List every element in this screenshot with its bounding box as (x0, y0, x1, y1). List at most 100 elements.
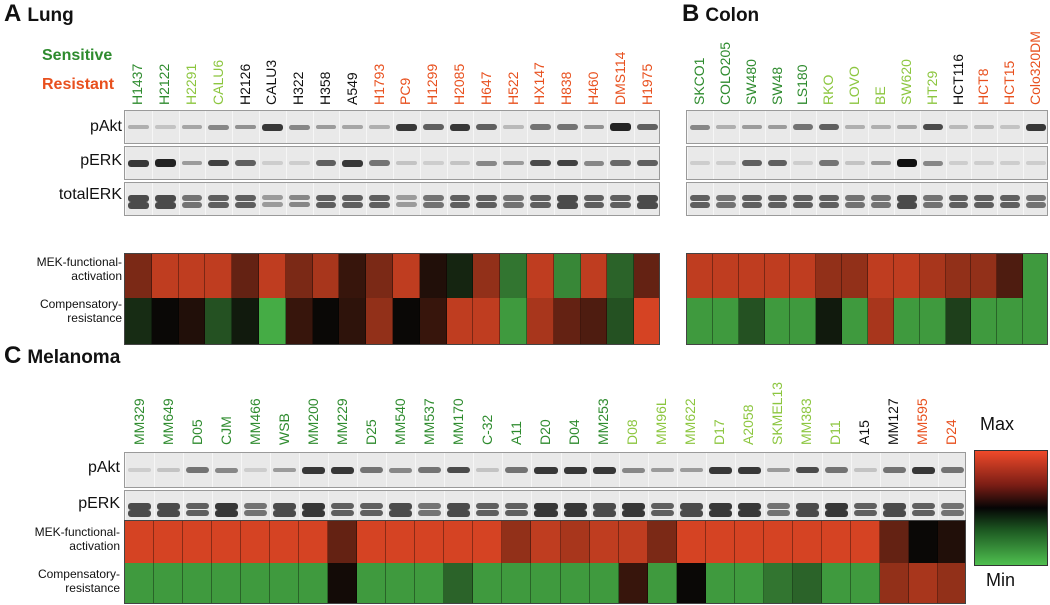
cell-line-label: MM466 (246, 398, 263, 445)
heatmap-cell (821, 521, 851, 563)
heatmap-cell (850, 563, 880, 603)
cell-line-label: D08 (624, 419, 641, 445)
blot-band (650, 467, 674, 473)
lane-separator (1023, 111, 1025, 143)
heatmap-cell (560, 521, 590, 563)
blot-band (288, 161, 310, 165)
heatmap-cell (393, 254, 420, 298)
heatmap-cell (618, 563, 648, 603)
lane-separator (473, 147, 475, 179)
panel-title: Melanoma (27, 347, 121, 368)
blot-band (418, 510, 442, 516)
lane-separator (893, 147, 895, 179)
lane-separator (553, 183, 555, 215)
blot-band (690, 124, 710, 130)
blot-band (449, 123, 471, 131)
heatmap (124, 253, 660, 345)
heatmap-cell (415, 521, 445, 563)
blot-band (583, 195, 605, 201)
blot-band (1026, 195, 1046, 201)
panel-letter: C (4, 342, 22, 369)
lane-separator (738, 147, 740, 179)
lane-separator (842, 111, 844, 143)
western-blot-row (124, 452, 966, 488)
heatmap-cell (531, 521, 561, 563)
blot-band (621, 467, 645, 473)
blot-band (157, 503, 181, 510)
blot-band (741, 195, 762, 201)
heatmap-cell (676, 563, 706, 603)
cell-line-label: A15 (856, 420, 873, 445)
lane-separator (945, 147, 947, 179)
heatmap-cell (151, 298, 179, 344)
heatmap-cell (553, 298, 581, 344)
lane-separator (339, 183, 341, 215)
heatmap-cell (299, 563, 329, 603)
blot-band (1000, 195, 1021, 201)
lane-separator (500, 183, 502, 215)
lane-separator (259, 111, 260, 143)
blot-band (503, 125, 524, 129)
blot-band (331, 466, 355, 474)
blot-band (715, 202, 736, 208)
heatmap-cell (816, 298, 843, 344)
scale-max-label: Max (980, 414, 1015, 434)
blot-band (422, 195, 444, 201)
heatmap-cell (366, 254, 393, 298)
heatmap-cell (178, 298, 206, 344)
heatmap-cell (125, 298, 152, 344)
heatmap-cell (712, 254, 739, 298)
lane-separator (997, 111, 999, 143)
lane-separator (446, 183, 448, 215)
blot-band (948, 161, 969, 165)
cell-line-label: MM127 (885, 398, 902, 445)
heatmap-cell (339, 254, 367, 298)
lane-separator (553, 147, 555, 179)
blot-row-label: pERK (78, 495, 120, 512)
blot-band (215, 510, 239, 517)
heatmap-row-label: Compensatory- resistance (37, 567, 120, 595)
heatmap-cell (151, 254, 179, 298)
lane-separator (879, 453, 881, 487)
cell-line-label: MM253 (595, 398, 612, 445)
cell-line-label: SKMEL13 (769, 381, 786, 445)
blot-band (389, 503, 413, 510)
lane-separator (178, 183, 180, 215)
lane-separator (560, 491, 562, 523)
heatmap-cell (444, 563, 474, 603)
blot-band (679, 503, 703, 510)
cell-line-label: CJM (217, 416, 234, 445)
blot-band (418, 503, 442, 509)
lane-separator (712, 147, 714, 179)
lane-separator (734, 491, 736, 523)
blot-band (819, 195, 840, 201)
blot-band (273, 503, 297, 510)
cell-line-label: SW480 (742, 59, 759, 105)
heatmap-cell (868, 254, 894, 298)
lane-separator (821, 491, 823, 523)
cell-line-label: HCT8 (975, 68, 992, 105)
blot-band (871, 202, 891, 208)
lane-separator (790, 183, 792, 215)
heatmap-cell (446, 298, 474, 344)
heatmap-cell (850, 521, 880, 563)
heatmap-cell (560, 563, 590, 603)
lane-separator (738, 183, 740, 215)
lane-separator (393, 183, 394, 215)
blot-band (715, 161, 736, 165)
lane-separator (183, 491, 185, 523)
lane-separator (997, 183, 999, 215)
lane-separator (339, 147, 341, 179)
lane-separator (473, 183, 475, 215)
lane-separator (386, 453, 388, 487)
blot-band (262, 202, 283, 207)
heatmap-cell (842, 254, 868, 298)
heatmap-cell (285, 254, 313, 298)
blot-band (302, 466, 326, 474)
cell-line-label: H647 (477, 71, 494, 105)
lane-separator (850, 453, 852, 487)
blot-band (708, 510, 732, 517)
blot-band (974, 202, 995, 208)
heatmap-cell (473, 254, 501, 298)
